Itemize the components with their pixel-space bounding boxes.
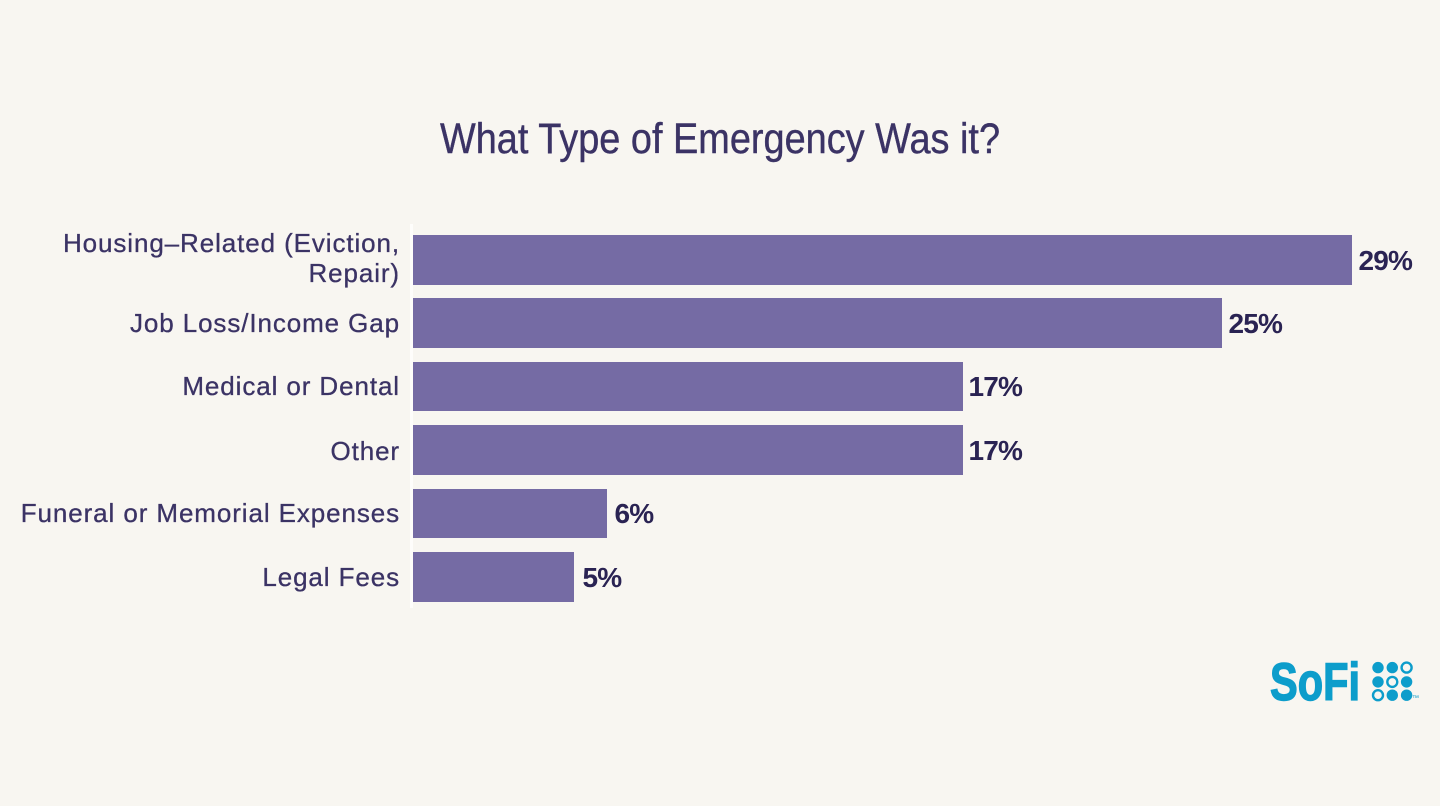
svg-text:SoFi: SoFi [1270,653,1360,712]
svg-text:™: ™ [1412,695,1419,702]
